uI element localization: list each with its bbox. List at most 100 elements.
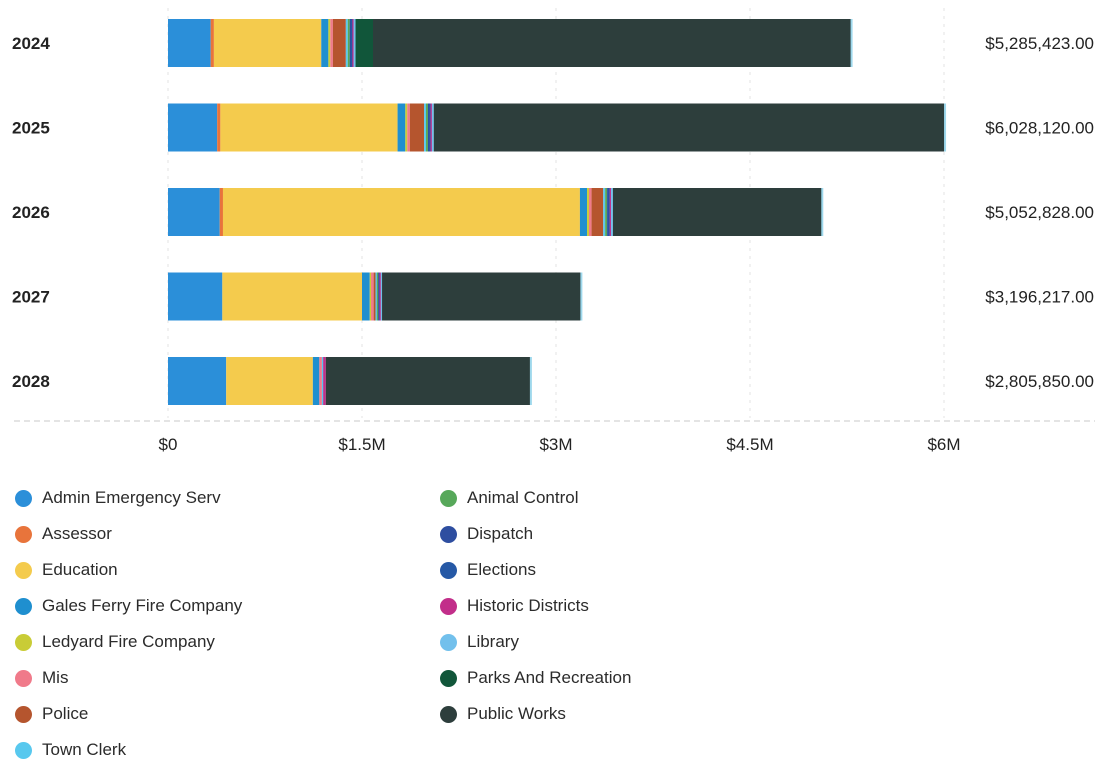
bar-segment-dispatch-2025[interactable] <box>428 104 430 152</box>
legend-item-assessor[interactable]: Assessor <box>15 516 242 552</box>
legend-label: Parks And Recreation <box>467 668 631 688</box>
legend-item-elections[interactable]: Elections <box>440 552 631 588</box>
legend-item-historic-districts[interactable]: Historic Districts <box>440 588 631 624</box>
bar-segment-gales-ferry-fire-company-2026[interactable] <box>580 188 587 236</box>
bar-segment-admin-emergency-serv-2026[interactable] <box>168 188 220 236</box>
bar-segment-public-works-2027[interactable] <box>382 273 581 321</box>
legend-label: Gales Ferry Fire Company <box>42 596 242 616</box>
legend-label: Police <box>42 704 88 724</box>
bar-segment-animal-control-2024[interactable] <box>348 19 350 67</box>
bar-segment-dispatch-2026[interactable] <box>607 188 609 236</box>
legend-item-town-clerk[interactable]: Town Clerk <box>15 732 242 768</box>
bar-segment-elections-2026[interactable] <box>608 188 610 236</box>
bar-segment-assessor-2026[interactable] <box>220 188 223 236</box>
legend-item-police[interactable]: Police <box>15 696 242 732</box>
bar-segment-ledyard-fire-company-2024[interactable] <box>328 19 330 67</box>
legend-item-admin-emergency-serv[interactable]: Admin Emergency Serv <box>15 480 242 516</box>
legend-label: Admin Emergency Serv <box>42 488 221 508</box>
bar-segment-ledyard-fire-company-2027[interactable] <box>370 273 372 321</box>
bar-segment-historic-districts-2024[interactable] <box>352 19 354 67</box>
bar-segment-admin-emergency-serv-2027[interactable] <box>168 273 222 321</box>
bar-segment-education-2028[interactable] <box>226 357 313 405</box>
legend-label: Dispatch <box>467 524 533 544</box>
total-label-2026: $5,052,828.00 <box>985 203 1094 222</box>
legend-item-animal-control[interactable]: Animal Control <box>440 480 631 516</box>
bar-segment-town-clerk-2028[interactable] <box>322 357 324 405</box>
bar-segment-public-works-2026[interactable] <box>613 188 822 236</box>
legend-item-ledyard-fire-company[interactable]: Ledyard Fire Company <box>15 624 242 660</box>
bar-segment-animal-control-2026[interactable] <box>605 188 607 236</box>
bar-segment-public-works-2025[interactable] <box>434 104 945 152</box>
bar-segment-gales-ferry-fire-company-2028[interactable] <box>313 357 319 405</box>
stacked-bar-chart: 2024 2025 2026 2027 2028 $5,285,423.00 $6,028… <box>0 0 1100 470</box>
bar-segment-gales-ferry-fire-company-2025[interactable] <box>398 104 406 152</box>
year-label-2028: 2028 <box>12 372 50 391</box>
legend-item-education[interactable]: Education <box>15 552 242 588</box>
bar-segment-education-2027[interactable] <box>222 273 362 321</box>
bar-segment-library-2027[interactable] <box>381 273 383 321</box>
legend-swatch <box>15 598 32 615</box>
bar-segment-historic-districts-2026[interactable] <box>610 188 612 236</box>
bar-segment-parks-and-recreation-2024[interactable] <box>356 19 373 67</box>
bar-segment-mis-2025[interactable] <box>407 104 410 152</box>
bar-segment-police-2027[interactable] <box>374 273 376 321</box>
bar-segment-dispatch-2024[interactable] <box>350 19 352 67</box>
bar-segment-dispatch-2027[interactable] <box>378 273 380 321</box>
legend-label: Elections <box>467 560 536 580</box>
total-label-2027: $3,196,217.00 <box>985 288 1094 307</box>
bar-segment-town-clerk-2025[interactable] <box>424 104 426 152</box>
legend-swatch <box>15 706 32 723</box>
bar-segment-gales-ferry-fire-company-2024[interactable] <box>321 19 328 67</box>
bar-segment-town-clerk-2024[interactable] <box>346 19 348 67</box>
legend-item-parks-and-recreation[interactable]: Parks And Recreation <box>440 660 631 696</box>
bar-segment-admin-emergency-serv-2025[interactable] <box>168 104 217 152</box>
bar-segment-public-works-2024[interactable] <box>373 19 852 67</box>
x-tick-label: $1.5M <box>338 435 385 454</box>
legend-item-public-works[interactable]: Public Works <box>440 696 631 732</box>
bar-segment-historic-districts-2028[interactable] <box>323 357 326 405</box>
legend-item-library[interactable]: Library <box>440 624 631 660</box>
bar-segment-town-clerk-2027[interactable] <box>376 273 378 321</box>
legend-item-dispatch[interactable]: Dispatch <box>440 516 631 552</box>
bar-segment-assessor-2025[interactable] <box>217 104 220 152</box>
bar-segment-animal-control-2025[interactable] <box>426 104 428 152</box>
bar-segment-education-2024[interactable] <box>214 19 321 67</box>
legend-item-gales-ferry-fire-company[interactable]: Gales Ferry Fire Company <box>15 588 242 624</box>
bar-segment-public-works-2028[interactable] <box>326 357 531 405</box>
bar-segment-education-2026[interactable] <box>223 188 580 236</box>
bar-segment-historic-districts-2027[interactable] <box>379 273 381 321</box>
bar-segment-police-2025[interactable] <box>410 104 424 152</box>
bar-segment-mis-2024[interactable] <box>330 19 333 67</box>
bar-segment-assessor-2024[interactable] <box>211 19 214 67</box>
legend-item-mis[interactable]: Mis <box>15 660 242 696</box>
legend-swatch <box>440 634 457 651</box>
legend: Admin Emergency Serv Assessor Education Gal… <box>0 480 1100 759</box>
bar-segment-library-2026[interactable] <box>611 188 613 236</box>
bar-segment-town-clerk-2026[interactable] <box>603 188 605 236</box>
bar-segment-mis-2026[interactable] <box>589 188 592 236</box>
bar-segment-mis-2027[interactable] <box>371 273 374 321</box>
legend-swatch <box>440 562 457 579</box>
total-label-2025: $6,028,120.00 <box>985 119 1094 138</box>
bar-segment-admin-emergency-serv-2028[interactable] <box>168 357 226 405</box>
bar-segment-historic-districts-2025[interactable] <box>431 104 433 152</box>
bar-segment-ledyard-fire-company-2026[interactable] <box>587 188 589 236</box>
bar-segment-elections-2024[interactable] <box>351 19 353 67</box>
bar-segment-library-2024[interactable] <box>354 19 356 67</box>
bar-segment-admin-emergency-serv-2024[interactable] <box>168 19 211 67</box>
bar-segment-police-2026[interactable] <box>592 188 604 236</box>
year-label-2026: 2026 <box>12 203 50 222</box>
bar-segment-animal-control-2027[interactable] <box>377 273 379 321</box>
legend-swatch <box>440 598 457 615</box>
bar-segment-mis-2028[interactable] <box>319 357 322 405</box>
bar-segment-ledyard-fire-company-2025[interactable] <box>405 104 407 152</box>
legend-column-right: Animal Control Dispatch Elections Historic … <box>440 480 631 732</box>
legend-swatch <box>15 634 32 651</box>
legend-swatch <box>15 526 32 543</box>
bar-segment-library-2025[interactable] <box>432 104 434 152</box>
total-label-2024: $5,285,423.00 <box>985 34 1094 53</box>
bar-segment-education-2025[interactable] <box>220 104 397 152</box>
bar-segment-elections-2025[interactable] <box>429 104 431 152</box>
bar-segment-police-2024[interactable] <box>333 19 346 67</box>
bar-segment-gales-ferry-fire-company-2027[interactable] <box>362 273 370 321</box>
